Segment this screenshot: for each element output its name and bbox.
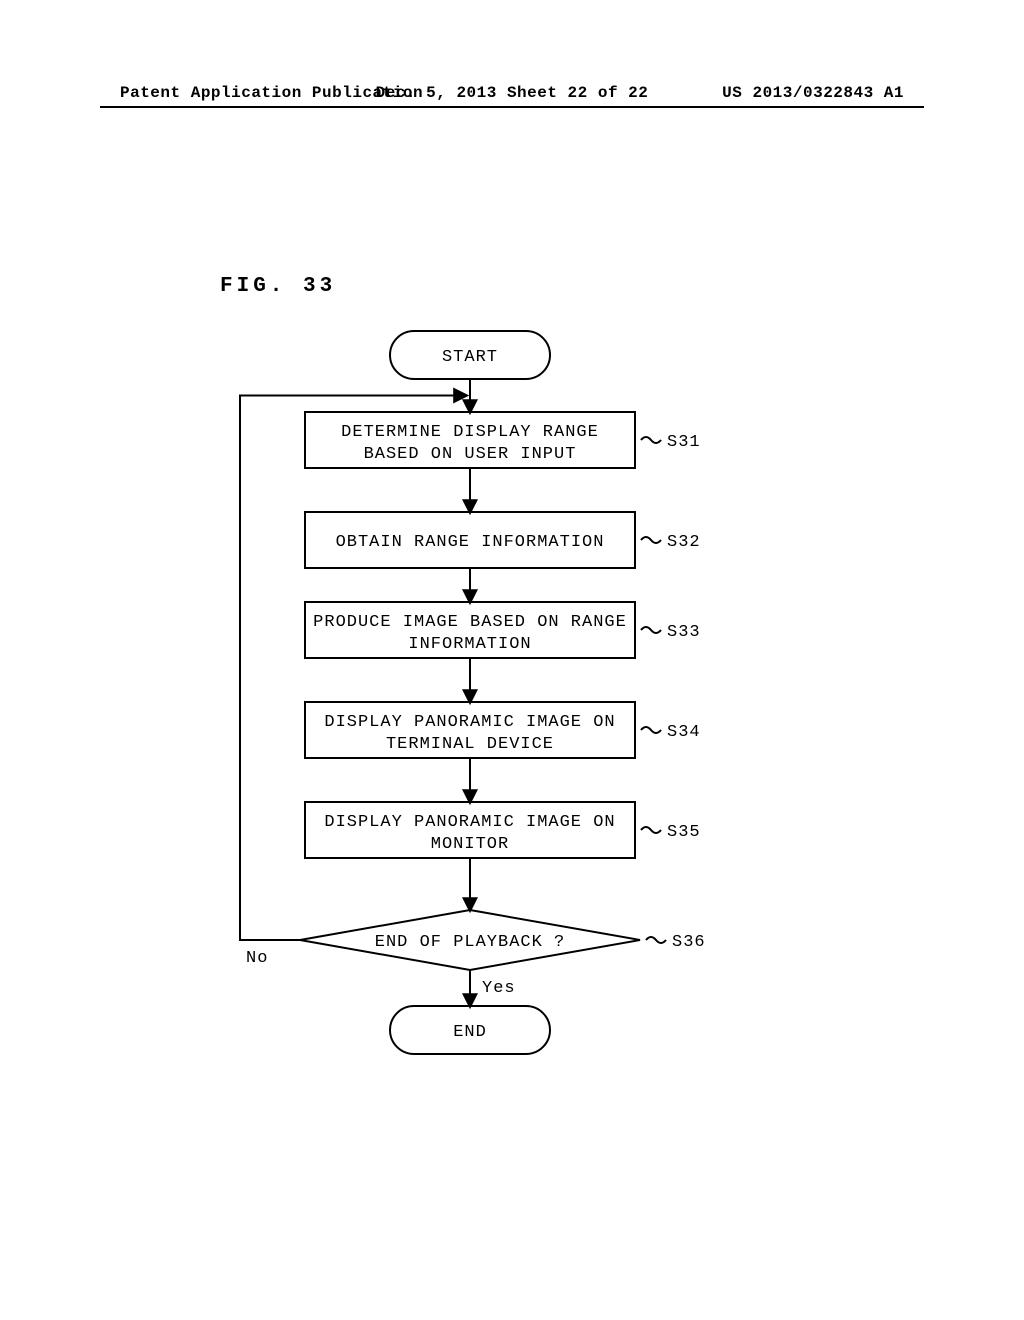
figure-label: FIG. 33	[220, 275, 336, 298]
s36-text: END OF PLAYBACK ?	[375, 933, 565, 952]
s34-step: S34	[667, 723, 701, 742]
s34-text2: TERMINAL DEVICE	[386, 735, 554, 754]
edge-yes-label: Yes	[482, 979, 516, 998]
edge-no-label: No	[246, 949, 268, 968]
s35-step: S35	[667, 823, 701, 842]
header-center: Dec. 5, 2013 Sheet 22 of 22	[376, 84, 649, 102]
header-right: US 2013/0322843 A1	[722, 84, 904, 102]
end-label: END	[453, 1023, 487, 1042]
s33-step: S33	[667, 623, 701, 642]
start-label: START	[442, 348, 498, 367]
s35-text1: DISPLAY PANORAMIC IMAGE ON	[324, 813, 615, 832]
s31-text2: BASED ON USER INPUT	[364, 445, 577, 464]
s35-text2: MONITOR	[431, 835, 509, 854]
s33-text2: INFORMATION	[408, 635, 531, 654]
s32-step: S32	[667, 533, 701, 552]
header-rule	[100, 106, 924, 108]
s32-text: OBTAIN RANGE INFORMATION	[336, 533, 605, 552]
s33-text1: PRODUCE IMAGE BASED ON RANGE	[313, 613, 627, 632]
flowchart: START DETERMINE DISPLAY RANGE BASED ON USE…	[200, 330, 800, 1090]
s34-text1: DISPLAY PANORAMIC IMAGE ON	[324, 713, 615, 732]
s36-step: S36	[672, 933, 706, 952]
s31-step: S31	[667, 433, 701, 452]
s31-text1: DETERMINE DISPLAY RANGE	[341, 423, 599, 442]
